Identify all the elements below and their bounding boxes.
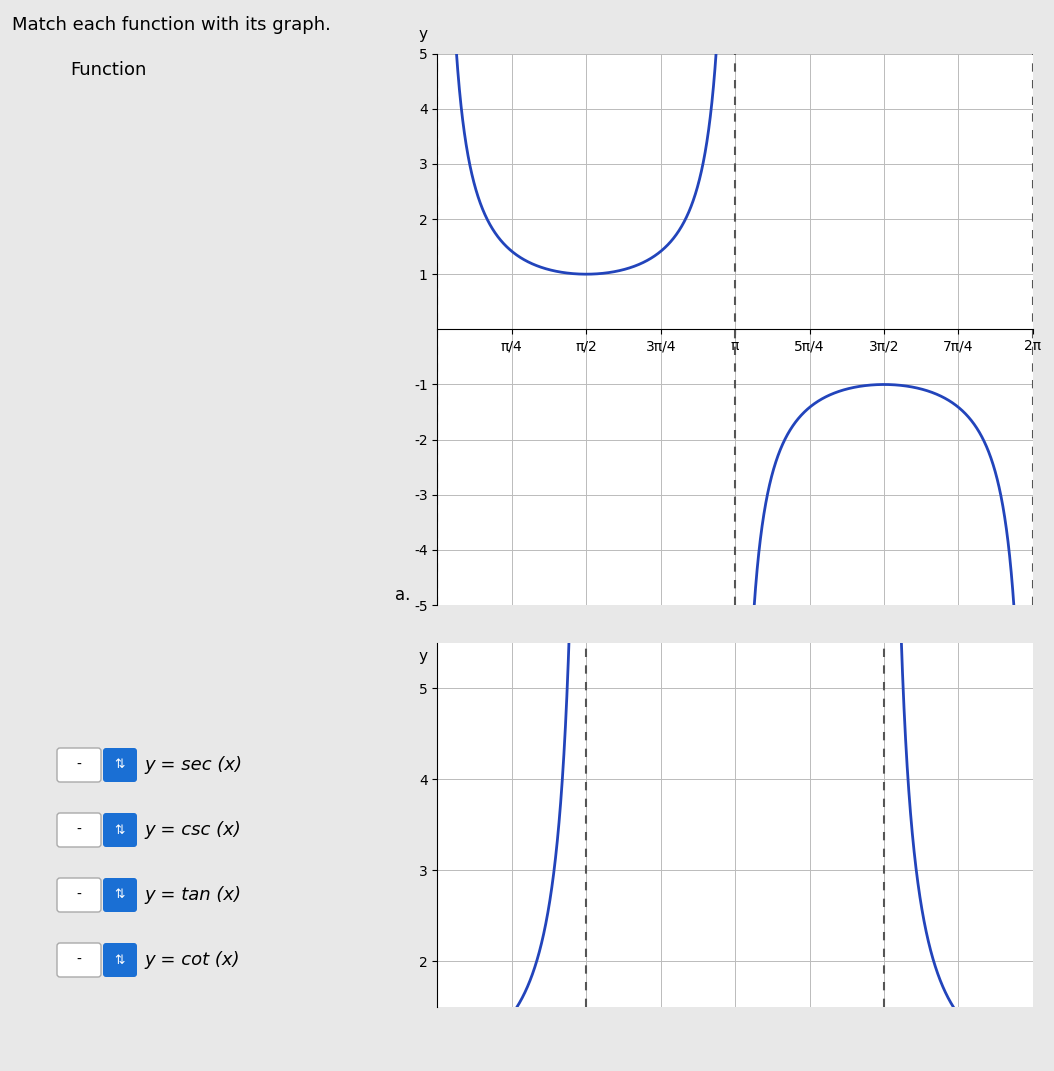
Text: ⇅: ⇅ (115, 758, 125, 771)
Text: Function: Function (70, 61, 147, 79)
Text: ⇅: ⇅ (115, 889, 125, 902)
FancyBboxPatch shape (57, 748, 101, 782)
FancyBboxPatch shape (57, 813, 101, 847)
FancyBboxPatch shape (103, 878, 137, 912)
Text: a.: a. (395, 586, 410, 604)
Text: -: - (77, 888, 81, 902)
Text: Graph: Graph (600, 61, 656, 79)
FancyBboxPatch shape (57, 878, 101, 912)
Text: -: - (77, 758, 81, 772)
Text: y: y (418, 649, 428, 664)
FancyBboxPatch shape (103, 813, 137, 847)
Text: y = sec (x): y = sec (x) (144, 756, 242, 774)
FancyBboxPatch shape (57, 942, 101, 977)
Text: y: y (418, 27, 428, 42)
Text: y = csc (x): y = csc (x) (144, 821, 240, 839)
Text: ⇅: ⇅ (115, 824, 125, 836)
Text: y = cot (x): y = cot (x) (144, 951, 239, 969)
FancyBboxPatch shape (103, 748, 137, 782)
Text: ⇅: ⇅ (115, 953, 125, 966)
FancyBboxPatch shape (103, 942, 137, 977)
Text: y = tan (x): y = tan (x) (144, 886, 241, 904)
Text: -: - (77, 823, 81, 838)
Text: Match each function with its graph.: Match each function with its graph. (12, 16, 331, 34)
Text: -: - (77, 953, 81, 967)
